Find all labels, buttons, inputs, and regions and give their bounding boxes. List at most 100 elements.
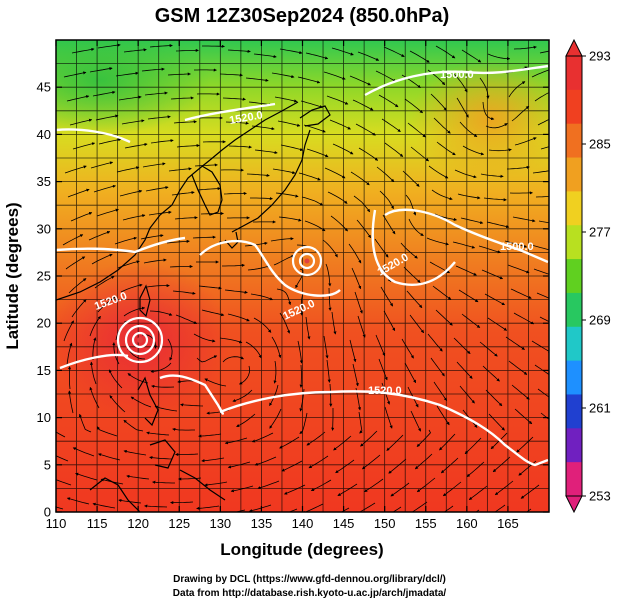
streamline bbox=[460, 217, 484, 225]
streamline bbox=[284, 484, 306, 495]
taiwan bbox=[139, 284, 151, 318]
streamline bbox=[478, 245, 501, 254]
streamline bbox=[435, 45, 456, 59]
streamline bbox=[330, 215, 348, 232]
y-tick-label: 5 bbox=[44, 457, 51, 472]
streamline bbox=[118, 95, 142, 101]
streamline bbox=[514, 137, 537, 146]
y-tick-label: 0 bbox=[44, 505, 51, 520]
streamline bbox=[488, 148, 512, 152]
streamline bbox=[198, 285, 222, 290]
philippines-luzon bbox=[137, 376, 159, 427]
streamline bbox=[66, 95, 90, 102]
streamline bbox=[308, 455, 329, 469]
streamline bbox=[201, 457, 225, 463]
streamline bbox=[299, 412, 308, 434]
streamline bbox=[148, 210, 172, 216]
streamline bbox=[92, 90, 116, 97]
streamline bbox=[380, 286, 394, 307]
streamline bbox=[115, 71, 139, 77]
streamline bbox=[245, 77, 269, 82]
streamline bbox=[406, 290, 423, 309]
streamline bbox=[67, 366, 72, 390]
streamline bbox=[245, 341, 262, 359]
streamline bbox=[130, 396, 152, 408]
streamline bbox=[251, 125, 275, 131]
streamline bbox=[533, 268, 549, 275]
streamline bbox=[273, 360, 277, 384]
streamline bbox=[324, 167, 346, 179]
streamline bbox=[67, 188, 90, 198]
streamline bbox=[310, 479, 332, 492]
streamline bbox=[93, 184, 117, 193]
streamline bbox=[300, 100, 324, 109]
streamline bbox=[327, 191, 348, 204]
x-tick-label: 145 bbox=[333, 516, 355, 531]
streamline bbox=[485, 389, 503, 407]
streamline bbox=[409, 50, 430, 63]
contour-label: 1520.0 bbox=[228, 109, 263, 127]
streamline bbox=[381, 118, 401, 133]
y-axis-title: Latitude (degrees) bbox=[3, 202, 22, 349]
streamline bbox=[378, 94, 399, 108]
streamline bbox=[409, 314, 425, 334]
contour-1520-mid bbox=[199, 239, 341, 297]
streamline bbox=[228, 145, 252, 149]
streamline bbox=[466, 461, 485, 478]
streamline bbox=[479, 77, 490, 99]
streamline bbox=[98, 138, 122, 145]
contour-label: 1500.0 bbox=[500, 241, 534, 253]
streamline bbox=[487, 53, 511, 61]
streamline bbox=[430, 93, 447, 111]
streamline bbox=[443, 505, 454, 512]
contour-1500-northwest bbox=[56, 102, 276, 144]
streamline bbox=[64, 165, 87, 174]
streamline bbox=[300, 292, 304, 316]
streamline bbox=[358, 411, 363, 434]
streamline bbox=[297, 76, 321, 84]
streamline bbox=[89, 315, 101, 337]
low-center-ring-outer bbox=[291, 245, 323, 277]
streamline bbox=[534, 364, 549, 376]
streamline bbox=[89, 361, 97, 385]
streamline bbox=[280, 144, 304, 151]
streamline bbox=[239, 365, 251, 385]
streamline bbox=[304, 220, 326, 232]
streamline bbox=[68, 278, 87, 294]
streamline bbox=[281, 460, 303, 472]
streamline bbox=[246, 173, 270, 177]
streamline bbox=[277, 120, 301, 127]
streamline bbox=[323, 71, 346, 80]
streamline bbox=[426, 237, 449, 246]
streamline bbox=[96, 208, 119, 217]
streamline bbox=[530, 244, 549, 251]
streamline bbox=[364, 478, 384, 493]
streamline bbox=[468, 485, 488, 501]
streamline bbox=[145, 186, 169, 192]
streamline bbox=[510, 288, 532, 299]
streamline bbox=[459, 121, 478, 137]
warm-anomaly-northeast bbox=[410, 60, 549, 180]
streamline bbox=[202, 44, 225, 48]
streamline bbox=[270, 237, 294, 242]
streamline bbox=[322, 239, 338, 258]
streamline bbox=[383, 46, 405, 57]
height-contours bbox=[56, 64, 549, 467]
streamline bbox=[454, 169, 477, 179]
streamline bbox=[65, 256, 86, 270]
streamline bbox=[175, 48, 199, 52]
streamline bbox=[222, 263, 245, 267]
streamline bbox=[483, 197, 507, 202]
colorbar-segment bbox=[566, 123, 582, 159]
streamline bbox=[539, 316, 549, 323]
streamline bbox=[56, 479, 72, 486]
streamline bbox=[144, 91, 168, 96]
streamline bbox=[269, 384, 279, 407]
streamline bbox=[508, 81, 526, 98]
x-tick-label: 150 bbox=[374, 516, 396, 531]
streamline bbox=[439, 433, 456, 451]
streamline bbox=[66, 342, 73, 366]
streamline bbox=[219, 73, 243, 77]
streamline bbox=[196, 355, 218, 363]
